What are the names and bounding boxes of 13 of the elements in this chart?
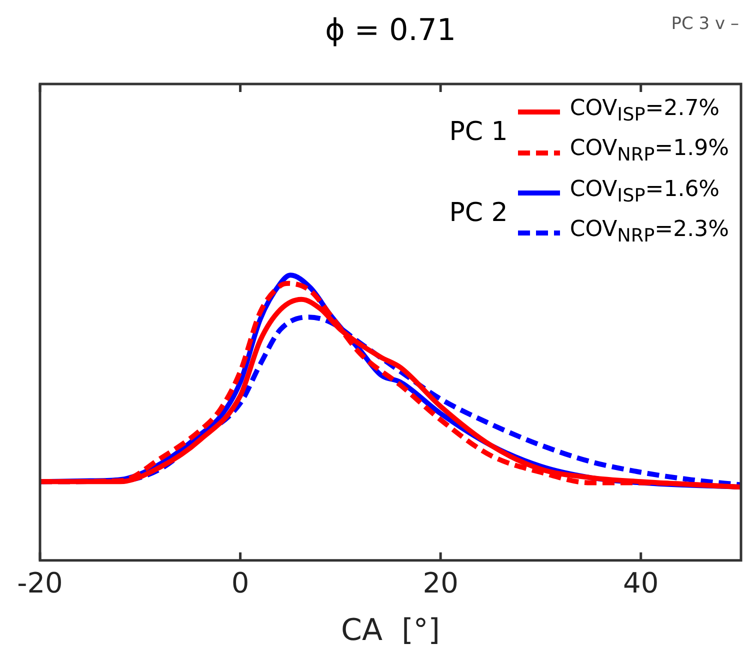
x-tick-label: 40 [623, 566, 659, 600]
text: PC 1 [448, 116, 509, 150]
text: PC 2 [448, 197, 509, 230]
text: PC 3 v – [671, 14, 739, 34]
x-axis-title: CA [°] [341, 612, 440, 648]
legend-label: COV$_{ISP}$=2.7% [568, 95, 721, 128]
legend-label: COV$_{ISP}$=1.6% [568, 176, 721, 208]
chart-title: ϕ = 0.71 [325, 12, 456, 48]
x-tick-label: 0 [231, 566, 250, 600]
legend-label: COV$_{NRP}$=2.3% [568, 216, 730, 249]
legend-label: COV$_{NRP}$=1.9% [568, 135, 730, 168]
x-tick-label: -20 [17, 566, 63, 600]
x-tick-label: 20 [422, 566, 458, 600]
